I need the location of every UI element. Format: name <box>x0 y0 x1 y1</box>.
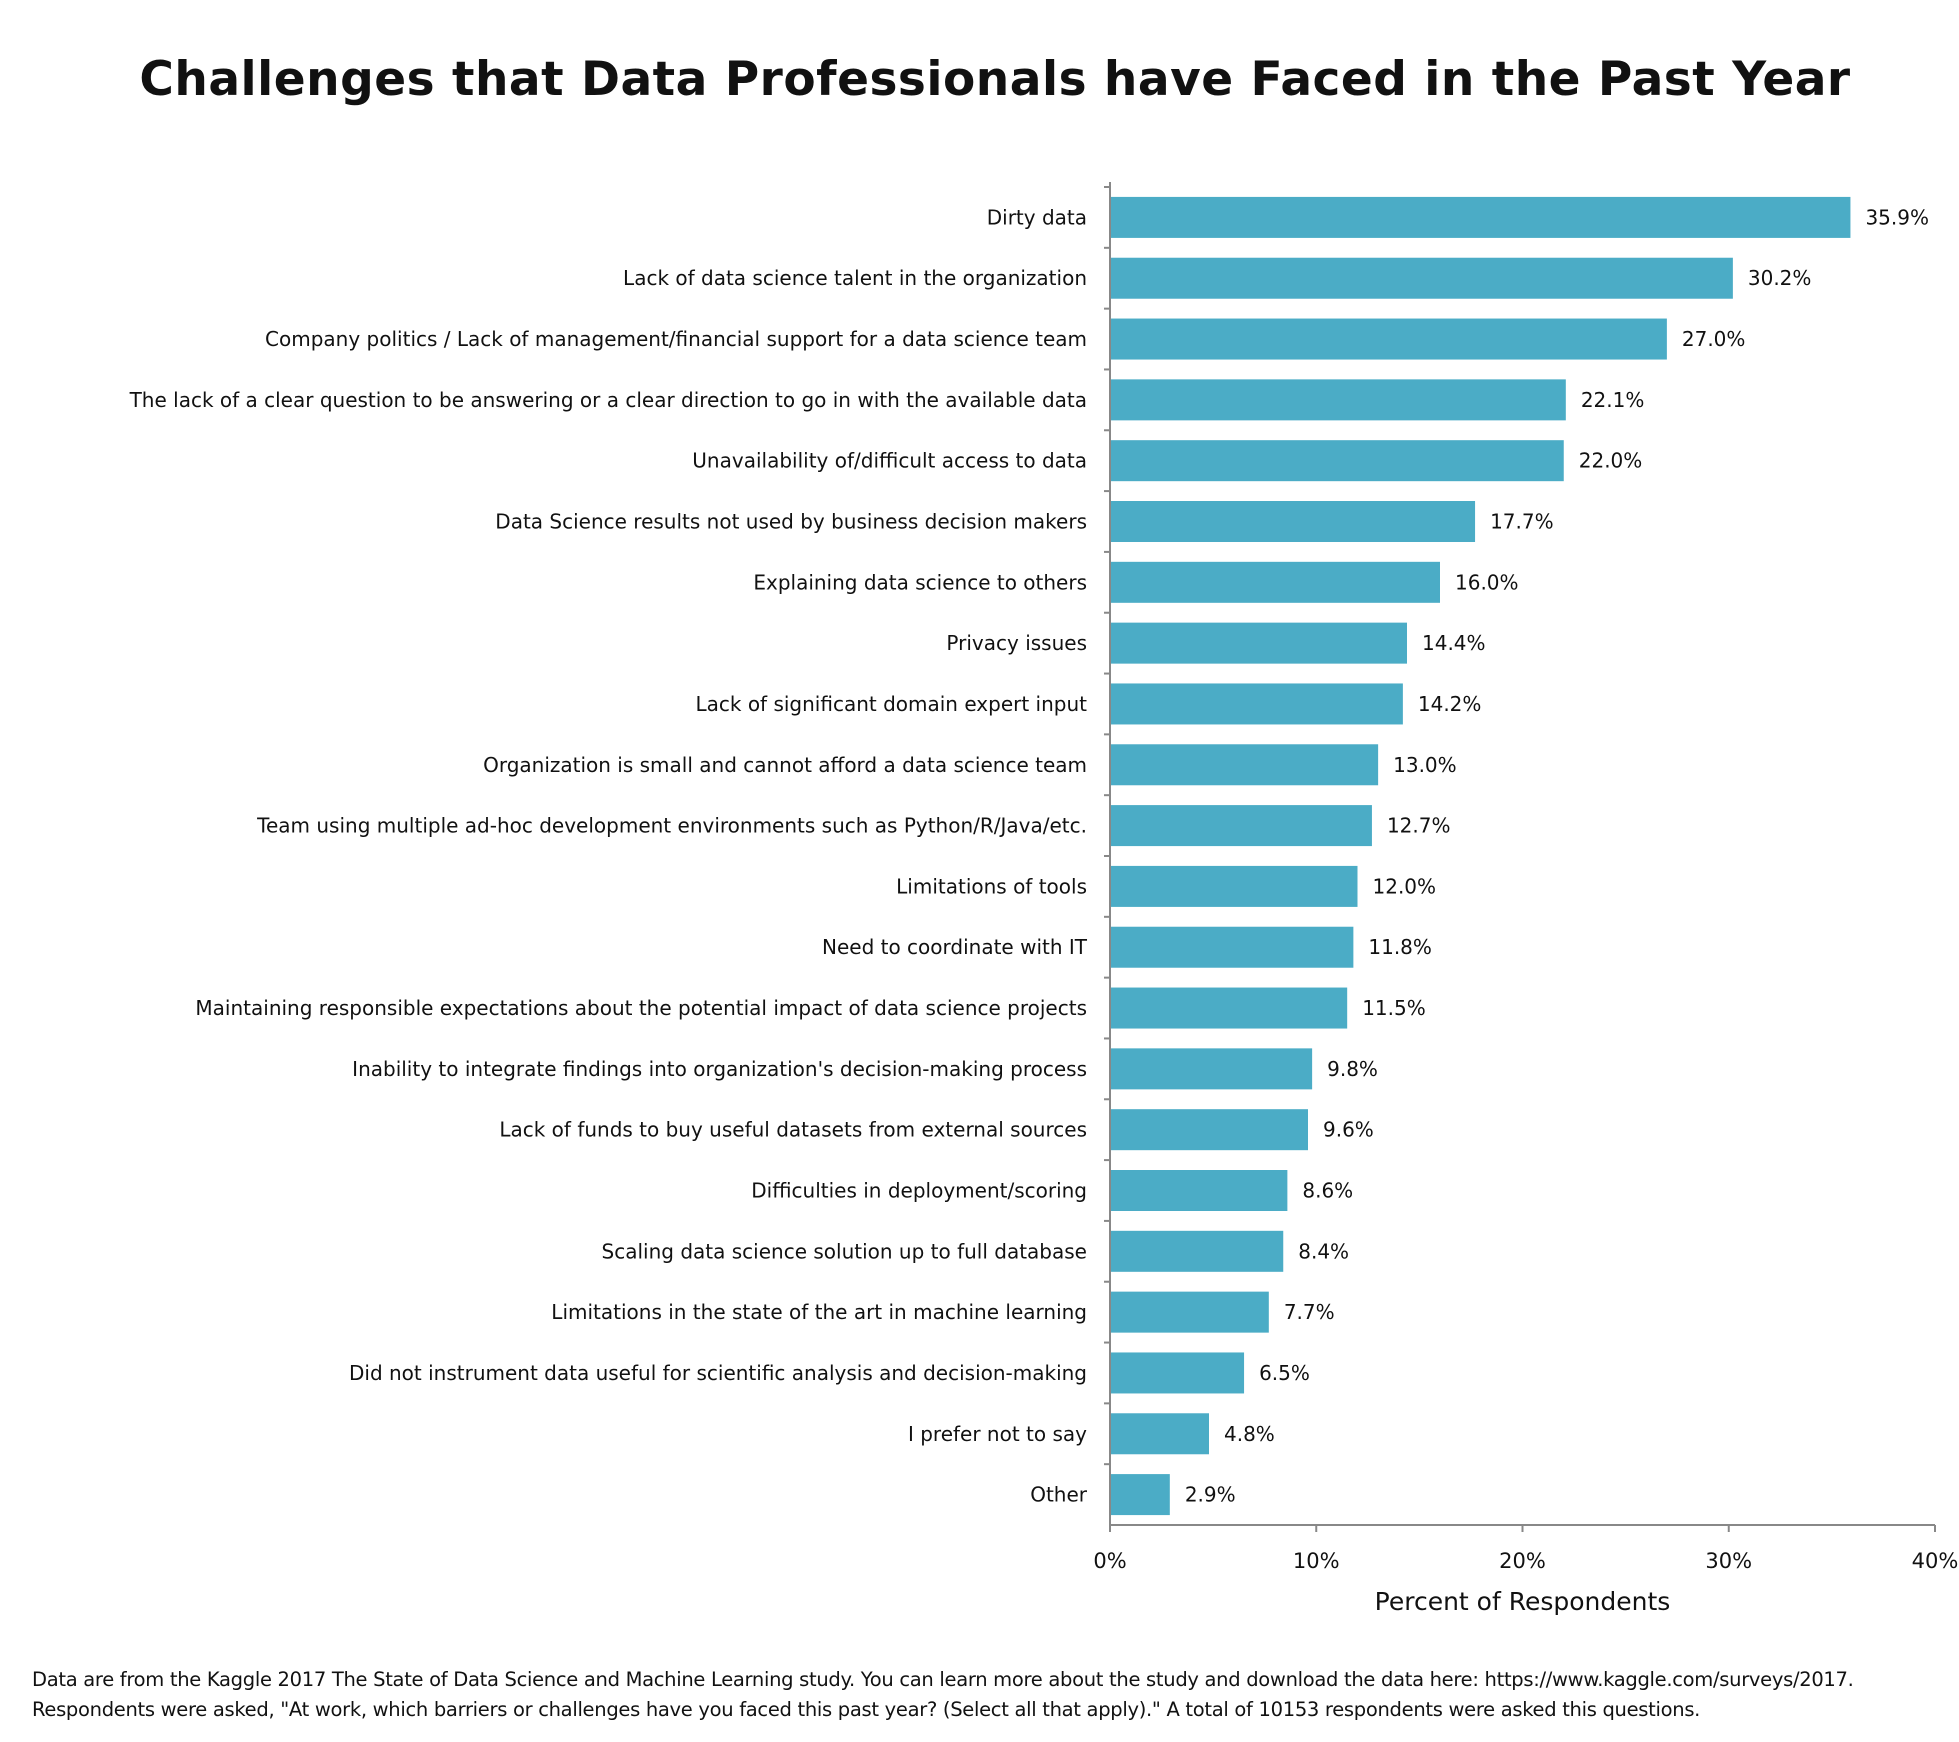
value-label: 11.8% <box>1368 935 1432 959</box>
bar <box>1110 1352 1245 1394</box>
bar <box>1110 1170 1288 1211</box>
footnote-line-2: Respondents were asked, "At work, which … <box>32 1698 1701 1721</box>
value-label: 7.7% <box>1284 1300 1335 1324</box>
bar <box>1110 622 1407 664</box>
category-label: Team using multiple ad-hoc development e… <box>256 814 1087 838</box>
bar <box>1110 257 1733 299</box>
bar <box>1110 1109 1308 1151</box>
value-label: 12.7% <box>1387 814 1451 838</box>
x-tick-label: 40% <box>1912 1549 1959 1573</box>
bar <box>1110 561 1440 603</box>
bar <box>1110 744 1379 786</box>
value-label: 27.0% <box>1682 327 1746 351</box>
chart-title: Challenges that Data Professionals have … <box>139 52 1851 107</box>
category-label: Data Science results not used by busines… <box>495 510 1087 534</box>
value-label: 4.8% <box>1224 1422 1275 1446</box>
footnote-line-1: Data are from the Kaggle 2017 The State … <box>32 1668 1854 1691</box>
category-label: The lack of a clear question to be answe… <box>129 388 1087 412</box>
value-label: 11.5% <box>1362 996 1426 1020</box>
bar <box>1110 196 1851 238</box>
value-label: 22.0% <box>1579 449 1643 473</box>
category-label: Lack of significant domain expert input <box>695 692 1087 716</box>
category-label: Limitations of tools <box>896 874 1087 898</box>
bar <box>1110 987 1348 1029</box>
category-label: Inability to integrate findings into org… <box>352 1057 1087 1081</box>
bar <box>1110 318 1667 360</box>
value-label: 9.6% <box>1323 1118 1374 1142</box>
category-label: Maintaining responsible expectations abo… <box>195 996 1087 1020</box>
category-label: Did not instrument data useful for scien… <box>349 1361 1087 1385</box>
bar <box>1110 926 1354 968</box>
value-label: 22.1% <box>1581 388 1645 412</box>
x-tick-label: 10% <box>1293 1549 1340 1573</box>
category-label: Unavailability of/difficult access to da… <box>692 449 1087 473</box>
x-tick-label: 0% <box>1093 1549 1126 1573</box>
category-label: Dirty data <box>987 205 1087 229</box>
bar <box>1110 1474 1170 1516</box>
category-label: Difficulties in deployment/scoring <box>751 1179 1087 1203</box>
bar <box>1110 440 1564 482</box>
bar <box>1110 501 1476 542</box>
value-label: 6.5% <box>1259 1361 1310 1385</box>
category-label: Scaling data science solution up to full… <box>602 1239 1087 1263</box>
x-tick-label: 30% <box>1705 1549 1752 1573</box>
x-tick-label: 20% <box>1499 1549 1546 1573</box>
bar <box>1110 1230 1284 1272</box>
value-label: 35.9% <box>1865 205 1929 229</box>
value-label: 2.9% <box>1185 1483 1236 1507</box>
value-label: 12.0% <box>1373 874 1437 898</box>
bar <box>1110 683 1403 725</box>
value-label: 30.2% <box>1748 266 1812 290</box>
category-label: Limitations in the state of the art in m… <box>551 1300 1087 1324</box>
category-label: Privacy issues <box>946 631 1087 655</box>
bar <box>1110 1048 1313 1090</box>
value-label: 17.7% <box>1490 510 1554 534</box>
category-label: Company politics / Lack of management/fi… <box>265 327 1087 351</box>
category-label: I prefer not to say <box>908 1422 1087 1446</box>
category-label: Lack of data science talent in the organ… <box>623 266 1087 290</box>
category-label: Other <box>1030 1483 1088 1507</box>
bar <box>1110 805 1372 847</box>
bar <box>1110 865 1358 907</box>
x-axis-title: Percent of Respondents <box>1375 1587 1671 1616</box>
value-label: 14.2% <box>1418 692 1482 716</box>
value-label: 13.0% <box>1393 753 1457 777</box>
value-label: 9.8% <box>1327 1057 1378 1081</box>
bar <box>1110 379 1566 421</box>
value-label: 16.0% <box>1455 570 1519 594</box>
value-label: 14.4% <box>1422 631 1486 655</box>
value-label: 8.6% <box>1302 1179 1353 1203</box>
category-label: Lack of funds to buy useful datasets fro… <box>499 1118 1087 1142</box>
category-label: Organization is small and cannot afford … <box>483 753 1087 777</box>
bar <box>1110 1413 1209 1455</box>
category-label: Explaining data science to others <box>753 570 1087 594</box>
bar <box>1110 1291 1269 1333</box>
category-label: Need to coordinate with IT <box>822 935 1088 959</box>
value-label: 8.4% <box>1298 1239 1349 1263</box>
